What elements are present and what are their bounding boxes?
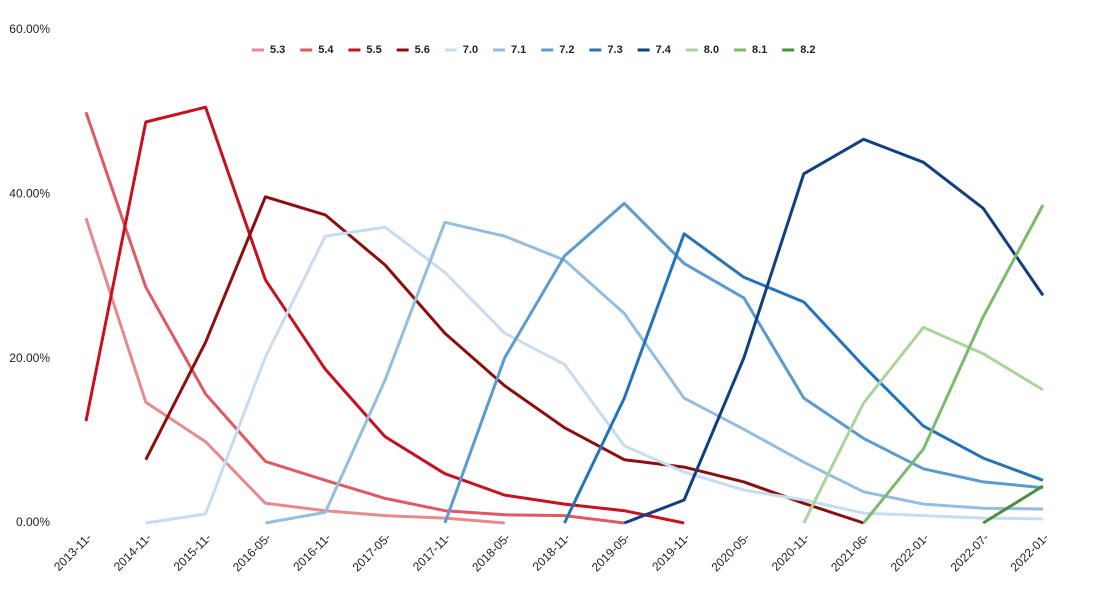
legend-label: 8.1: [752, 44, 767, 56]
x-tick-label: 2013-11-: [51, 530, 94, 573]
x-tick-label: 2018-11-: [530, 530, 573, 573]
series-line: [265, 220, 1044, 525]
x-tick-label: 2016-05-: [230, 530, 274, 574]
x-tick-label: 2016-11-: [290, 530, 333, 573]
series-line: [982, 484, 1044, 525]
series-line: [144, 195, 865, 525]
series-line: [802, 325, 1044, 524]
y-tick-label: 40.00%: [9, 187, 50, 201]
y-tick-label: 20.00%: [9, 351, 50, 365]
x-tick-label: 2021-06-: [828, 530, 872, 574]
y-tick-label: 60.00%: [9, 22, 50, 36]
series-line: [84, 217, 505, 525]
legend-label: 5.3: [270, 44, 285, 56]
x-tick-label: 2022-01-: [1007, 530, 1051, 574]
series-line: [623, 137, 1045, 525]
legend-label: 7.1: [511, 44, 526, 56]
series-line: [145, 225, 1044, 525]
legend-label: 5.6: [415, 44, 430, 56]
legend-label: 5.5: [366, 44, 381, 56]
series-line: [84, 111, 625, 525]
x-tick-label: 2022-07-: [948, 530, 992, 574]
legend-label: 8.2: [800, 44, 815, 56]
x-tick-label: 2022-01-: [888, 530, 932, 574]
x-tick-label: 2017-11-: [410, 530, 453, 573]
legend-label: 7.2: [559, 44, 574, 56]
x-tick-label: 2018-05-: [469, 530, 513, 574]
x-tick-label: 2014-11-: [111, 530, 154, 573]
legend-label: 7.4: [656, 44, 672, 56]
legend-label: 7.3: [607, 44, 622, 56]
y-tick-label: 0.00%: [16, 515, 50, 529]
series-line: [862, 204, 1045, 524]
legend-label: 5.4: [318, 44, 334, 56]
legend-label: 8.0: [704, 44, 719, 56]
x-tick-label: 2019-05-: [589, 530, 633, 574]
x-tick-label: 2015-11-: [171, 530, 214, 573]
series-line: [443, 201, 1044, 524]
series-line: [563, 232, 1044, 524]
x-tick-label: 2017-05-: [350, 530, 394, 574]
x-tick-label: 2020-11-: [769, 530, 812, 573]
x-tick-label: 2020-05-: [708, 530, 752, 574]
series-line: [84, 105, 685, 525]
x-tick-label: 2019-11-: [649, 530, 692, 573]
legend-label: 7.0: [463, 44, 478, 56]
